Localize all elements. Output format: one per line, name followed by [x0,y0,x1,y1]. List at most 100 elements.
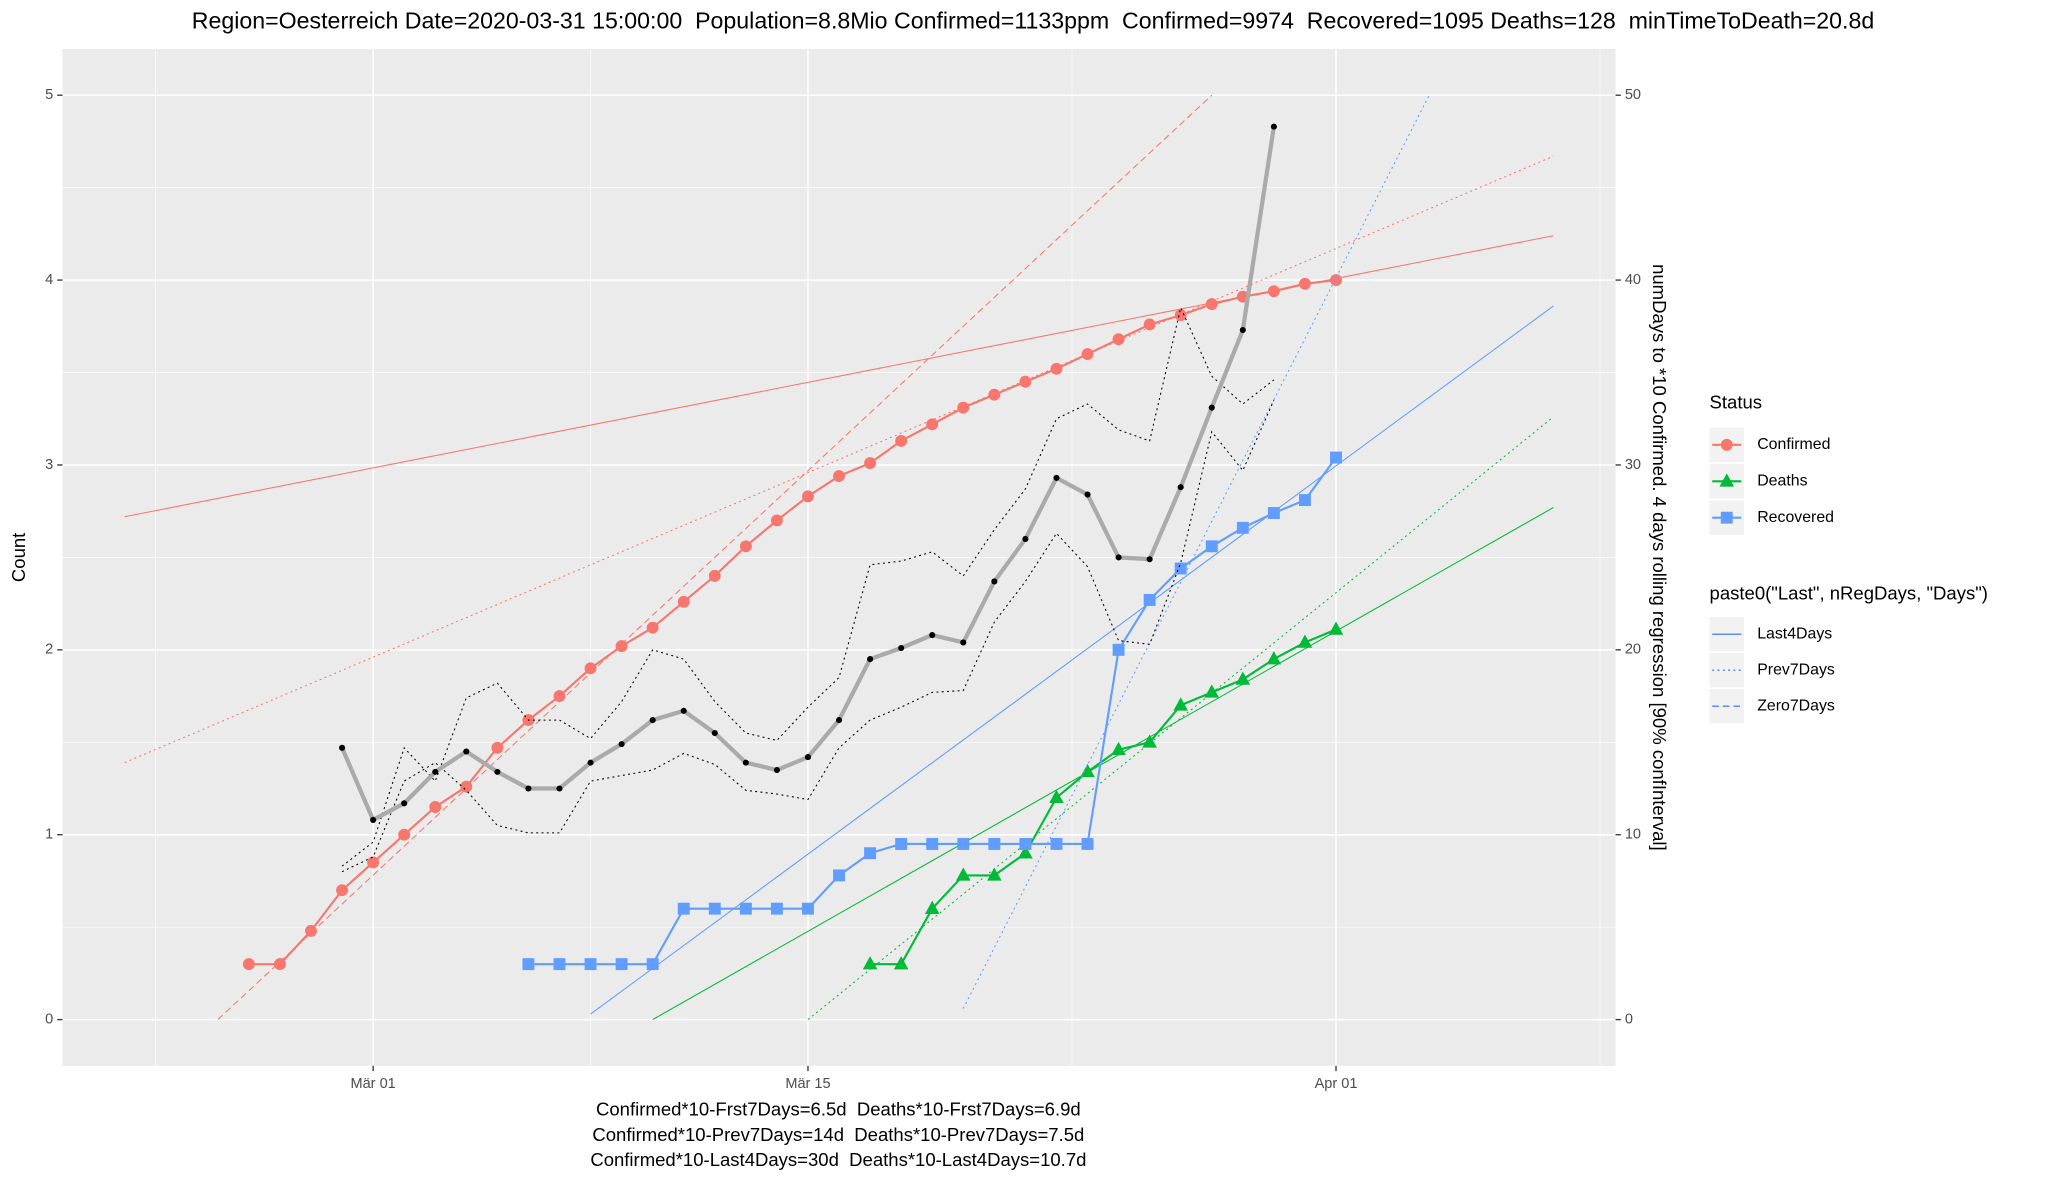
point [708,569,721,582]
legend-marker [1720,511,1733,524]
point [770,514,783,527]
point [1208,404,1215,411]
point [987,867,1002,881]
point [1173,697,1188,711]
point [649,717,656,724]
legend-marker [1720,438,1733,451]
point [711,729,718,737]
y-tick-label: 3 [45,457,53,473]
point [957,838,970,850]
point [1328,621,1344,635]
y-tick-label: 5 [45,87,53,103]
x-tick-label: Apr 01 [1315,1076,1358,1092]
point [955,867,971,881]
point [1019,375,1032,388]
x-tick-label: Mär 15 [785,1076,830,1092]
point [273,958,286,971]
point [494,768,501,775]
point [1081,838,1094,850]
ci-lower-line [341,400,1275,873]
point [867,656,874,663]
point [553,690,566,703]
point [367,856,380,869]
point [553,958,566,971]
point [1177,484,1184,491]
series-line [870,628,1337,966]
point [1267,285,1280,298]
point [1205,298,1218,311]
point [1266,651,1282,665]
point [898,644,905,652]
point [991,578,998,585]
point [460,780,473,793]
point [463,748,470,755]
point [1080,763,1095,778]
point [893,956,909,970]
x-tick-label: Mär 01 [350,1076,395,1092]
point [802,902,814,915]
caption-line: Confirmed*10-Last4Days=30d Deaths*10-Las… [590,1149,1086,1170]
point [1142,734,1157,748]
point [584,958,597,971]
point [1270,123,1277,130]
point [1174,562,1187,575]
point [739,902,752,915]
point [401,800,408,807]
point [1053,474,1060,481]
y2-axis-title: numDays to *10 Confirmed. 4 days rolling… [1649,264,1670,851]
point [1049,789,1064,804]
point [864,457,877,470]
y2-tick-label: 0 [1625,1011,1633,1027]
point [1330,451,1342,464]
point [742,759,749,766]
point [305,924,317,937]
point [1111,741,1126,755]
point [833,470,845,483]
point [1236,521,1249,534]
point [1050,838,1063,850]
point [1112,643,1125,656]
regression-line [652,507,1554,1021]
y2-tick-label: 30 [1625,457,1641,473]
point [833,869,845,882]
point [1297,634,1313,648]
point [1267,507,1280,519]
point [1174,309,1187,322]
point [773,766,780,774]
point [339,744,346,751]
point [835,717,843,724]
point [398,828,411,841]
regression-line [217,94,1213,1020]
regression-line [962,94,1430,1009]
point [1205,540,1218,553]
point [1115,554,1122,561]
legend-label: Zero7Days [1757,697,1835,714]
point [804,754,812,761]
point [646,958,659,971]
caption-line: Confirmed*10-Prev7Days=14d Deaths*10-Pre… [592,1124,1084,1145]
legend-label: Prev7Days [1757,661,1835,678]
point [618,741,625,748]
y-tick-label: 2 [45,642,53,658]
point [1143,593,1156,606]
point [708,902,721,915]
caption-line: Confirmed*10-Frst7Days=6.5d Deaths*10-Fr… [596,1099,1081,1120]
point [1298,277,1311,290]
point [242,958,255,971]
legend-label: Last4Days [1757,625,1832,642]
point [680,707,687,714]
point [957,401,970,414]
legend-key [1709,652,1744,688]
y2-tick-label: 20 [1625,642,1641,658]
point [432,768,439,775]
legend-label: Deaths [1757,472,1807,489]
point [988,388,1001,401]
point [929,632,936,639]
point [1084,491,1091,498]
legend-label: Recovered [1757,509,1834,526]
point [926,838,939,850]
y-tick-label: 1 [45,827,53,843]
point [960,639,967,646]
